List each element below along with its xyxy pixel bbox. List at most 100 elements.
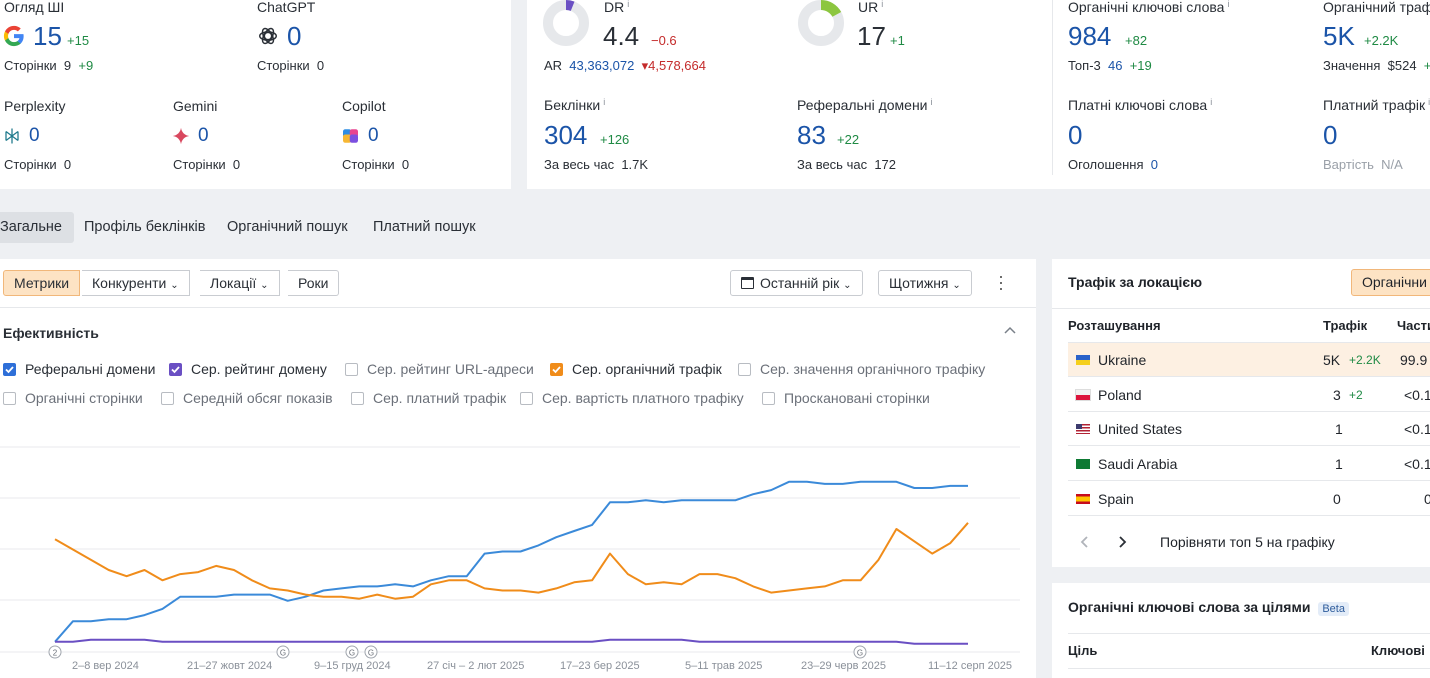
ur-delta: +1	[890, 33, 905, 48]
col-location: Розташування	[1068, 318, 1161, 333]
goals-title: Органічні ключові слова за цілями Beta	[1068, 599, 1349, 616]
checkbox-avg-ur[interactable]	[345, 363, 358, 376]
organic-traffic-delta: +2.2K	[1364, 33, 1399, 48]
share-value: <0.1	[1404, 456, 1430, 472]
interval-select[interactable]: Щотижня ⌄	[878, 270, 972, 296]
backlinks-value[interactable]: 304	[544, 120, 588, 150]
annotation-marker[interactable]: G	[364, 645, 378, 659]
annotation-marker[interactable]: 2	[48, 645, 62, 659]
cost-row: Вартість N/A	[1323, 157, 1403, 172]
checkbox-label: Сер. органічний трафік	[572, 361, 722, 377]
series-line-1	[55, 638, 968, 645]
gemini-value[interactable]: 0	[198, 125, 209, 146]
toolbar-divider	[0, 307, 1036, 308]
chevron-down-icon: ⌄	[260, 280, 269, 291]
organic-keywords-value[interactable]: 984	[1068, 21, 1112, 51]
perplexity-label: Perplexity	[4, 98, 66, 114]
seg-locations[interactable]: Локації ⌄	[200, 270, 280, 296]
flag-sa-icon	[1076, 459, 1090, 469]
ur-label: UR i	[858, 0, 884, 15]
tab-paid-search[interactable]: Платний пошук	[373, 219, 476, 235]
copilot-label: Copilot	[342, 98, 386, 114]
col-share: Части	[1397, 318, 1430, 333]
annotation-marker[interactable]: G	[276, 645, 290, 659]
checkbox-crawled-pages[interactable]	[762, 392, 775, 405]
traffic-delta: +2	[1349, 388, 1363, 402]
seg-years[interactable]: Роки	[288, 270, 340, 296]
copilot-value[interactable]: 0	[368, 125, 379, 146]
traffic-value: 0	[1333, 491, 1341, 507]
checkbox-organic-pages[interactable]	[3, 392, 16, 405]
card-divider	[1052, 0, 1053, 175]
paid-traffic-value[interactable]: 0	[1323, 120, 1338, 150]
paid-keywords-value[interactable]: 0	[1068, 120, 1083, 150]
organic-filter-button[interactable]: Органічни	[1351, 269, 1430, 296]
tab-backlink-profile[interactable]: Профіль беклінків	[84, 219, 206, 235]
checkbox-traffic-value[interactable]	[738, 363, 751, 376]
traffic-delta: +2.2K	[1349, 353, 1381, 367]
location-row[interactable]: Saudi Arabia 1 <0.1	[1068, 447, 1430, 481]
ai-overview-pages: Сторінки 9 +9	[4, 58, 94, 73]
seg-metrics[interactable]: Метрики	[3, 270, 81, 296]
compare-top5-link[interactable]: Порівняти топ 5 на графіку	[1160, 534, 1335, 550]
ai-overview-value[interactable]: 15	[33, 21, 62, 51]
checkbox-label: Органічні сторінки	[25, 390, 143, 406]
paid-traffic-label: Платний трафік i	[1323, 97, 1430, 113]
tab-organic-search[interactable]: Органічний пошук	[227, 219, 348, 235]
checkbox-organic-traffic[interactable]	[550, 363, 563, 376]
tab-general[interactable]: Загальне	[0, 212, 74, 243]
goals-divider	[1068, 633, 1430, 634]
refdomains-delta: +22	[837, 132, 860, 147]
refdomains-label: Реферальні домени i	[797, 97, 933, 113]
annotation-marker[interactable]: G	[345, 645, 359, 659]
checkbox-label: Реферальні домени	[25, 361, 156, 377]
next-page-icon[interactable]	[1115, 534, 1129, 550]
ai-overview-delta: +15	[67, 33, 90, 48]
traffic-value-row: Значення $524 +	[1323, 58, 1430, 73]
refdomains-value[interactable]: 83	[797, 120, 826, 150]
chatgpt-pages: Сторінки 0	[257, 58, 325, 73]
chatgpt-value[interactable]: 0	[287, 21, 302, 51]
checkbox-paid-traffic[interactable]	[351, 392, 364, 405]
x-tick-label: 21–27 жовт 2024	[187, 660, 273, 672]
flag-ua-icon	[1076, 355, 1090, 365]
checkbox-label: Сер. значення органічного трафіку	[760, 361, 986, 377]
traffic-value: 5K	[1323, 352, 1341, 368]
header-divider	[1068, 342, 1430, 343]
share-value: <0.1	[1404, 421, 1430, 437]
annotation-marker[interactable]: G	[853, 645, 867, 659]
organic-traffic-value[interactable]: 5K	[1323, 21, 1355, 51]
perplexity-value[interactable]: 0	[29, 125, 40, 146]
gemini-label: Gemini	[173, 98, 218, 114]
calendar-icon	[741, 277, 754, 289]
location-row[interactable]: Spain 0 0	[1068, 482, 1430, 516]
x-tick-label: 27 січ – 2 лют 2025	[427, 660, 525, 672]
traffic-value: 3	[1333, 387, 1341, 403]
location-row[interactable]: United States 1 <0.1	[1068, 412, 1430, 446]
checkbox-ref-domains[interactable]	[3, 363, 16, 376]
google-icon	[3, 25, 25, 47]
more-menu-icon[interactable]: · · ·	[998, 266, 1004, 298]
ratings-card	[527, 0, 1430, 189]
ar-row: AR 43,363,072 ▾4,578,664	[544, 58, 706, 73]
checkbox-paid-cost[interactable]	[520, 392, 533, 405]
x-tick-label: 9–15 груд 2024	[314, 660, 391, 672]
checkbox-label: Сер. рейтинг домену	[191, 361, 327, 377]
x-tick-label: 11–12 серп 2025	[928, 660, 1013, 672]
country-name: Ukraine	[1098, 352, 1147, 368]
organic-keywords-label: Органічні ключові слова i	[1068, 0, 1230, 15]
period-select[interactable]: Останній рік ⌄	[730, 270, 863, 296]
ur-value: 17	[857, 21, 886, 51]
checkbox-avg-dr[interactable]	[169, 363, 182, 376]
prev-page-icon[interactable]	[1078, 534, 1092, 550]
location-row[interactable]: Ukraine 5K +2.2K 99.9	[1068, 343, 1430, 377]
x-tick-label: 5–11 трав 2025	[685, 660, 763, 672]
seg-competitors[interactable]: Конкуренти ⌄	[82, 270, 190, 296]
collapse-chevron-icon[interactable]	[1003, 324, 1017, 338]
checkbox-impressions[interactable]	[161, 392, 174, 405]
ur-donut	[798, 0, 844, 46]
beta-badge: Beta	[1318, 602, 1349, 616]
backlinks-delta: +126	[600, 132, 630, 147]
locations-title: Трафік за локацією	[1068, 274, 1203, 290]
location-row[interactable]: Poland 3 +2 <0.1	[1068, 378, 1430, 412]
